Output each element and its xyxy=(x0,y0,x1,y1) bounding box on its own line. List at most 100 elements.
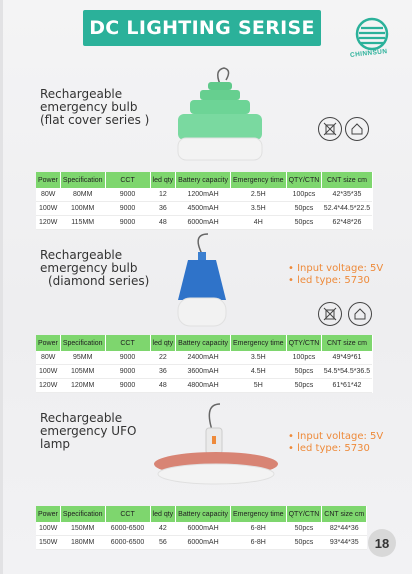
column-header: Emergency time xyxy=(230,335,287,351)
table-cell: 100W xyxy=(36,522,61,536)
table-cell: 48 xyxy=(150,215,176,230)
table-cell: 52.4*44.5*22.5 xyxy=(321,201,373,216)
text-line: lamp xyxy=(40,437,70,451)
text-line: emergency UFO xyxy=(40,424,137,438)
column-header: led qty xyxy=(150,172,177,188)
column-header: CNT size cm xyxy=(321,506,368,522)
table-cell: 180MM xyxy=(60,535,106,550)
table-cell: 82*44*36 xyxy=(321,522,367,536)
column-header: Battery capacity xyxy=(175,335,231,351)
table-cell: 6-8H xyxy=(230,522,287,536)
table-cell: 61*61*42 xyxy=(321,378,373,393)
product-title-ufo: Rechargeable emergency UFO lamp xyxy=(40,412,136,451)
table-row: 80W 95MM 9000 22 2400mAH 3.5H 100pcs 49*49*61 xyxy=(36,351,373,365)
table-cell: 36 xyxy=(150,364,176,379)
table-cell: 4H xyxy=(230,215,287,230)
product-title-diamond: Rechargeable emergency bulb (diamond ser… xyxy=(40,249,149,288)
table-cell: 93*44*35 xyxy=(321,535,367,550)
table-row: 150W 180MM 6000-6500 56 6000mAH 6-8H 50pcs 93*4… xyxy=(36,535,367,550)
column-header: CCT xyxy=(105,506,151,522)
table-cell: 150MM xyxy=(60,522,106,536)
table-cell: 6-8H xyxy=(230,535,287,550)
table-cell: 56 xyxy=(150,535,176,550)
text-line: • Input voltage: 5V xyxy=(288,263,384,274)
table-cell: 50pcs xyxy=(286,364,322,379)
table-cell: 120MM xyxy=(60,378,106,393)
table-cell: 80W xyxy=(36,351,61,365)
table-cell: 50pcs xyxy=(286,378,322,393)
table-cell: 50pcs xyxy=(286,522,322,536)
column-header: Specification xyxy=(60,335,106,351)
table-cell: 3600mAH xyxy=(175,364,231,379)
table-cell: 9000 xyxy=(105,364,151,379)
text-line: emergency bulb xyxy=(40,261,138,275)
text-line: (diamond series) xyxy=(48,274,150,288)
column-header: QTY/CTN xyxy=(286,172,323,188)
text-line: • led type: 5730 xyxy=(288,275,370,286)
column-header: Specification xyxy=(60,172,106,188)
table-cell: 4800mAH xyxy=(175,378,231,393)
column-header: Battery capacity xyxy=(175,506,231,522)
text-line: • Input voltage: 5V xyxy=(288,431,384,442)
table-cell: 150W xyxy=(36,535,61,550)
table-row: 80W 80MM 9000 12 1200mAH 2.5H 100pcs 42*35*35 xyxy=(36,188,373,202)
column-header: Emergency time xyxy=(230,506,287,522)
column-header: QTY/CTN xyxy=(286,506,323,522)
table-cell: 36 xyxy=(150,201,176,216)
product-title-flat: Rechargeable emergency bulb (flat cover … xyxy=(40,88,149,127)
table-cell: 1200mAH xyxy=(175,188,231,202)
text-line: Rechargeable xyxy=(40,411,123,425)
table-cell: 3.5H xyxy=(230,351,287,365)
column-header: Power xyxy=(36,506,61,522)
page-edge xyxy=(0,0,3,574)
table-cell: 6000mAH xyxy=(175,535,231,550)
table-cell: 9000 xyxy=(105,215,151,230)
table-cell: 100MM xyxy=(60,201,106,216)
table-cell: 9000 xyxy=(105,351,151,365)
table-cell: 9000 xyxy=(105,378,151,393)
table-cell: 6000mAH xyxy=(175,522,231,536)
table-cell: 115MM xyxy=(60,215,106,230)
flat-bulb-image xyxy=(177,67,263,161)
table-row: 100W 105MM 9000 36 3600mAH 4.5H 50pcs 54.5*54.5… xyxy=(36,364,373,379)
specs-notes-diamond: • Input voltage: 5V • led type: 5730 xyxy=(288,263,383,287)
page-title: DC LIGHTING SERISE xyxy=(83,10,321,46)
table-cell: 120W xyxy=(36,378,61,393)
table-cell: 2400mAH xyxy=(175,351,231,365)
column-header: Power xyxy=(36,172,61,188)
column-header: CCT xyxy=(105,172,151,188)
table-cell: 6000mAH xyxy=(175,215,231,230)
column-header: led qty xyxy=(150,335,177,351)
table-cell: 48 xyxy=(150,378,176,393)
spec-table-ufo: Power Specification CCT led qty Battery capa… xyxy=(36,506,368,550)
table-cell: 100pcs xyxy=(286,188,322,202)
indoor-use-icon xyxy=(345,117,369,141)
spec-table-flat: Power Specification CCT led qty Battery capa… xyxy=(36,172,373,230)
column-header: CCT xyxy=(105,335,151,351)
spec-table-diamond: Power Specification CCT led qty Battery capa… xyxy=(36,335,373,393)
chinnsun-logo-icon xyxy=(355,17,389,51)
table-cell: 54.5*54.5*36.5 xyxy=(321,364,373,379)
no-waste-icon xyxy=(318,302,342,326)
table-cell: 50pcs xyxy=(286,535,322,550)
table-cell: 12 xyxy=(150,188,176,202)
table-cell: 9000 xyxy=(105,201,151,216)
table-cell: 42 xyxy=(150,522,176,536)
column-header: QTY/CTN xyxy=(286,335,323,351)
text-line: (flat cover series ) xyxy=(40,113,150,127)
column-header: Power xyxy=(36,335,61,351)
table-row: 100W 100MM 9000 36 4500mAH 3.5H 50pcs 52.4*44.5… xyxy=(36,201,373,216)
table-cell: 4.5H xyxy=(230,364,287,379)
column-header: led qty xyxy=(150,506,177,522)
diamond-bulb-image xyxy=(177,233,227,327)
column-header: Battery capacity xyxy=(175,172,231,188)
table-cell: 80W xyxy=(36,188,61,202)
column-header: Specification xyxy=(60,506,106,522)
column-header: CNT size cm xyxy=(321,172,373,188)
no-waste-icon xyxy=(318,117,342,141)
ufo-lamp-image xyxy=(154,403,278,485)
text-line: emergency bulb xyxy=(40,100,138,114)
table-row: 100W 150MM 6000-6500 42 6000mAH 6-8H 50pcs 82*4… xyxy=(36,522,367,536)
specs-notes-ufo: • Input voltage: 5V • led type: 5730 xyxy=(288,431,383,455)
text-line: • led type: 5730 xyxy=(288,443,370,454)
